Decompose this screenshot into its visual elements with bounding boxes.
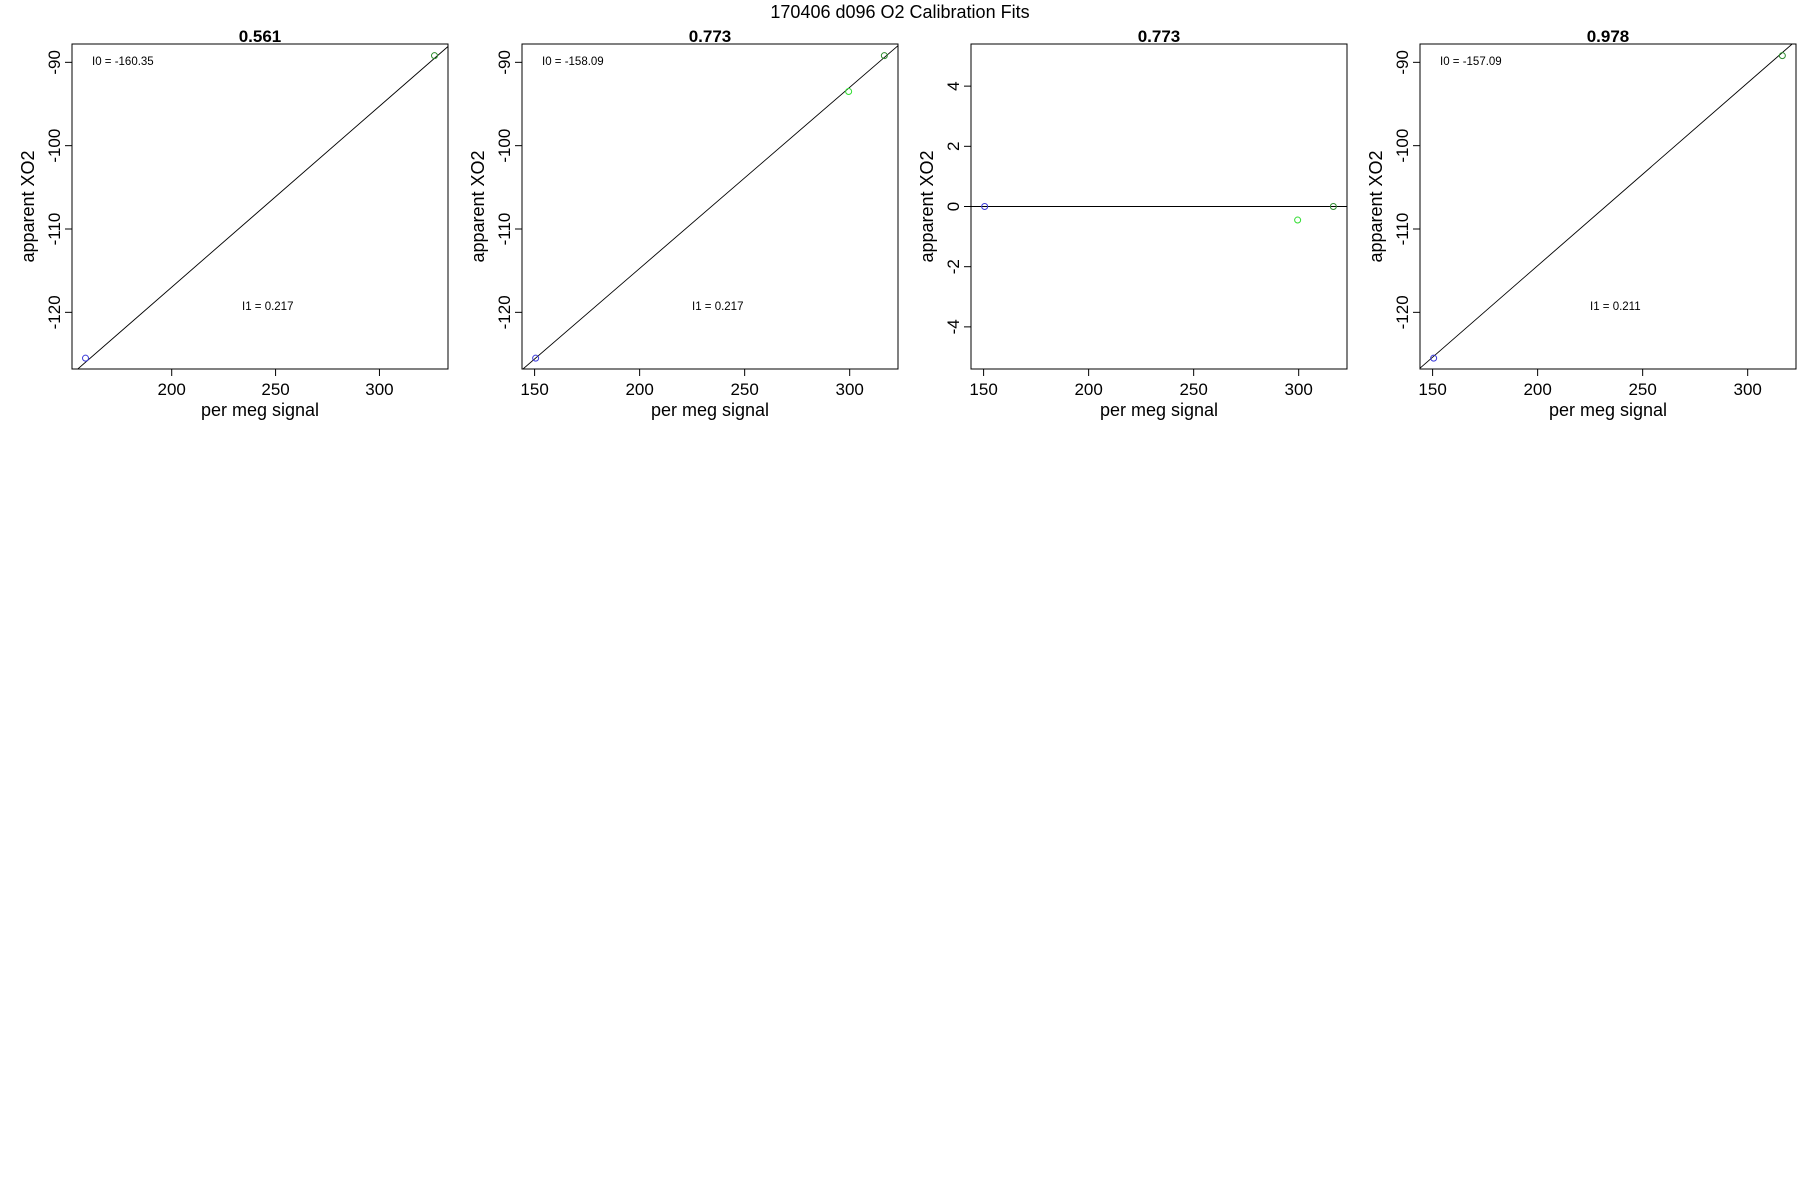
x-tick-label: 250 (1179, 380, 1207, 399)
y-tick-label: -90 (45, 50, 64, 75)
data-point (1294, 216, 1302, 224)
x-tick-label: 150 (1418, 380, 1446, 399)
y-tick-label: -110 (45, 213, 64, 246)
x-tick-label: 200 (625, 380, 653, 399)
x-tick-label: 250 (1628, 380, 1656, 399)
panel-title: 0.773 (689, 27, 732, 46)
fit-annotation: I1 = 0.217 (692, 301, 743, 313)
y-tick-label: 2 (944, 142, 963, 151)
x-tick-label: 200 (1074, 380, 1102, 399)
data-point (880, 52, 888, 60)
data-point (845, 88, 853, 95)
y-axis-label: apparent XO2 (1366, 150, 1386, 262)
data-point (981, 203, 989, 210)
x-tick-label: 300 (1733, 380, 1761, 399)
y-tick-label: -90 (1393, 50, 1412, 75)
y-axis-label: apparent XO2 (468, 150, 488, 262)
chart-panels: 0.561 200 250 300 -90 -100 -110 -120 per meg sig… (18, 27, 1797, 420)
panel-title: 0.978 (1587, 27, 1630, 46)
plot-frame (71, 43, 449, 370)
x-axis-label: per meg signal (651, 400, 769, 420)
y-tick-label: -2 (944, 259, 963, 274)
x-tick-label: 300 (365, 380, 393, 399)
y-tick-label: -120 (45, 295, 64, 329)
fit-annotation: I0 = -158.09 (542, 56, 604, 68)
x-tick-label: 300 (835, 380, 863, 399)
y-tick-label: -4 (944, 319, 963, 334)
x-axis-label: per meg signal (201, 400, 319, 420)
fit-line (1420, 44, 1793, 369)
fit-line (522, 45, 898, 369)
y-tick-label: -120 (1393, 295, 1412, 329)
y-tick-label: -100 (45, 129, 64, 163)
y-axis-label: apparent XO2 (18, 150, 38, 262)
fit-line (77, 46, 448, 369)
chart-panel-1: 0.561 200 250 300 -90 -100 -110 -120 per meg sig… (18, 27, 449, 420)
plot-frame (521, 43, 899, 370)
data-point (1778, 52, 1786, 60)
x-tick-label: 150 (520, 380, 548, 399)
x-tick-label: 200 (1523, 380, 1551, 399)
y-tick-label: -90 (495, 50, 514, 75)
y-tick-label: -100 (1393, 129, 1412, 163)
y-tick-label: -120 (495, 295, 514, 329)
chart-panel-3: 0.773 150 200 250 300 4 2 0 -2 -4 per meg signal ap… (917, 27, 1348, 420)
x-axis-label: per meg signal (1100, 400, 1218, 420)
x-tick-label: 300 (1284, 380, 1312, 399)
x-tick-label: 150 (969, 380, 997, 399)
data-point (82, 354, 90, 362)
data-point (1430, 354, 1438, 362)
x-axis-label: per meg signal (1549, 400, 1667, 420)
x-tick-label: 250 (261, 380, 289, 399)
y-axis-label: apparent XO2 (917, 150, 937, 262)
fit-annotation: I1 = 0.211 (1590, 301, 1641, 313)
plot-frame (1419, 43, 1797, 370)
data-point (430, 52, 438, 60)
y-tick-label: -110 (495, 213, 514, 246)
panel-title: 0.561 (239, 27, 282, 46)
fit-annotation: I0 = -157.09 (1440, 56, 1502, 68)
chart-panel-2: 0.773 150 200 250 300 -90 -100 -110 -120 per meg … (468, 27, 899, 420)
chart-panel-4: 0.978 150 200 250 300 -90 -100 -110 -120 per meg … (1366, 27, 1797, 420)
x-tick-label: 250 (730, 380, 758, 399)
fit-annotation: I1 = 0.217 (242, 301, 293, 313)
y-tick-label: -100 (495, 129, 514, 163)
fit-annotation: I0 = -160.35 (92, 56, 154, 68)
data-point (532, 354, 540, 362)
panel-title: 0.773 (1138, 27, 1181, 46)
y-tick-label: 4 (944, 81, 963, 90)
y-tick-label: -110 (1393, 213, 1412, 246)
x-tick-label: 200 (158, 380, 186, 399)
y-tick-label: 0 (944, 202, 963, 211)
data-point (1329, 203, 1337, 210)
figure-title: 170406 d096 O2 Calibration Fits (770, 2, 1029, 22)
